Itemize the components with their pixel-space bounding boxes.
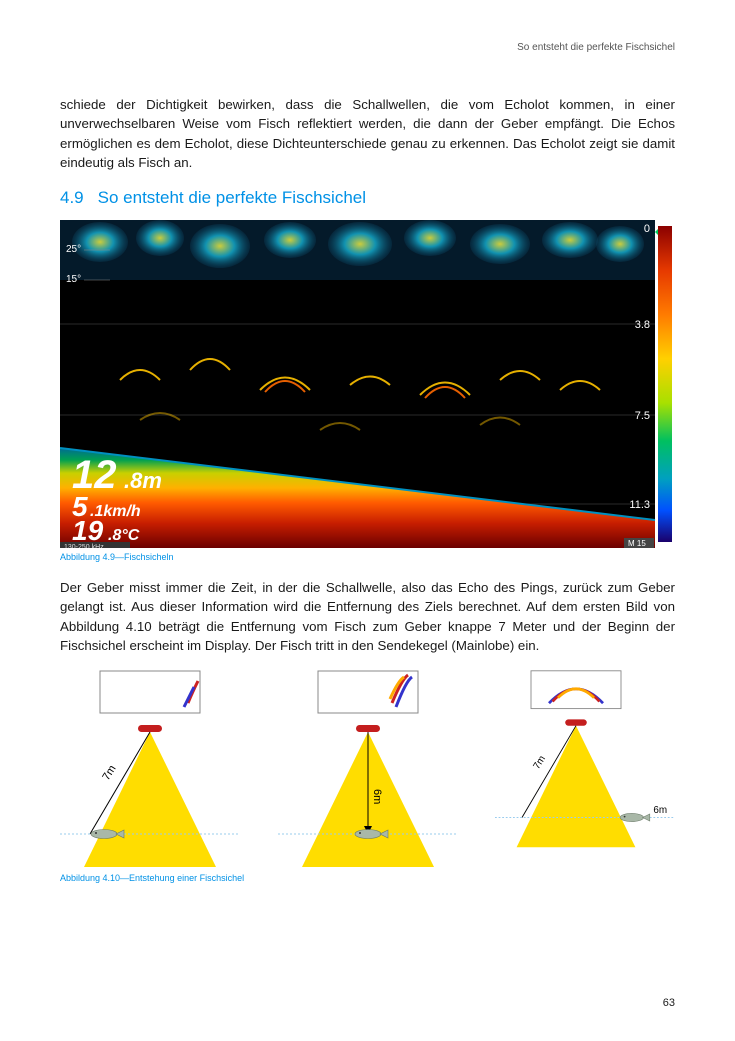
- temp-readout-small: .8°C: [108, 527, 140, 544]
- depth-label-11-3: 11.3: [629, 499, 650, 511]
- depth-readout-small: .8m: [124, 468, 162, 493]
- diagram-cell-2: 6m: [278, 669, 458, 869]
- figure-4-9-caption: Abbildung 4.9—Fischsicheln: [60, 552, 675, 562]
- temp-label-25: 25°: [66, 244, 81, 255]
- paragraph-1: schiede der Dichtigkeit bewirken, dass d…: [60, 95, 675, 172]
- section-title: So entsteht die perfekte Fischsichel: [98, 188, 366, 207]
- diagram-cell-1: 7m: [60, 669, 240, 869]
- distance-label-1: 7m: [100, 763, 118, 782]
- section-heading: 4.9 So entsteht die perfekte Fischsichel: [60, 188, 675, 208]
- depth-label-3-8: 3.8: [635, 319, 650, 331]
- depth-label-7-5: 7.5: [635, 410, 650, 422]
- figure-4-10: 7m 6m: [60, 669, 675, 869]
- paragraph-2: Der Geber misst immer die Zeit, in der d…: [60, 578, 675, 655]
- figure-4-10-caption: Abbildung 4.10—Entstehung einer Fischsic…: [60, 873, 675, 883]
- page-number: 63: [663, 997, 675, 1009]
- temp-label-15: 15°: [66, 274, 81, 285]
- temp-readout-big: 19: [72, 515, 104, 546]
- freq-label: 130-250 kHz: [64, 544, 104, 548]
- depth-label-0: 0: [644, 223, 650, 235]
- section-number: 4.9: [60, 188, 84, 208]
- distance-label-3: 7m: [531, 754, 548, 771]
- fish-icon: [620, 814, 650, 822]
- distance-label-2: 6m: [371, 789, 383, 804]
- m15-label: M 15: [628, 539, 646, 548]
- figure-4-9: 0 3.8 7.5 11.3 25° 15° 12 .8m 5 .1km/h 1…: [60, 220, 675, 548]
- diagram-cell-3: 7m 6m: [495, 669, 675, 869]
- extra-label-6m: 6m: [653, 805, 667, 816]
- running-header: So entsteht die perfekte Fischsichel: [517, 42, 675, 53]
